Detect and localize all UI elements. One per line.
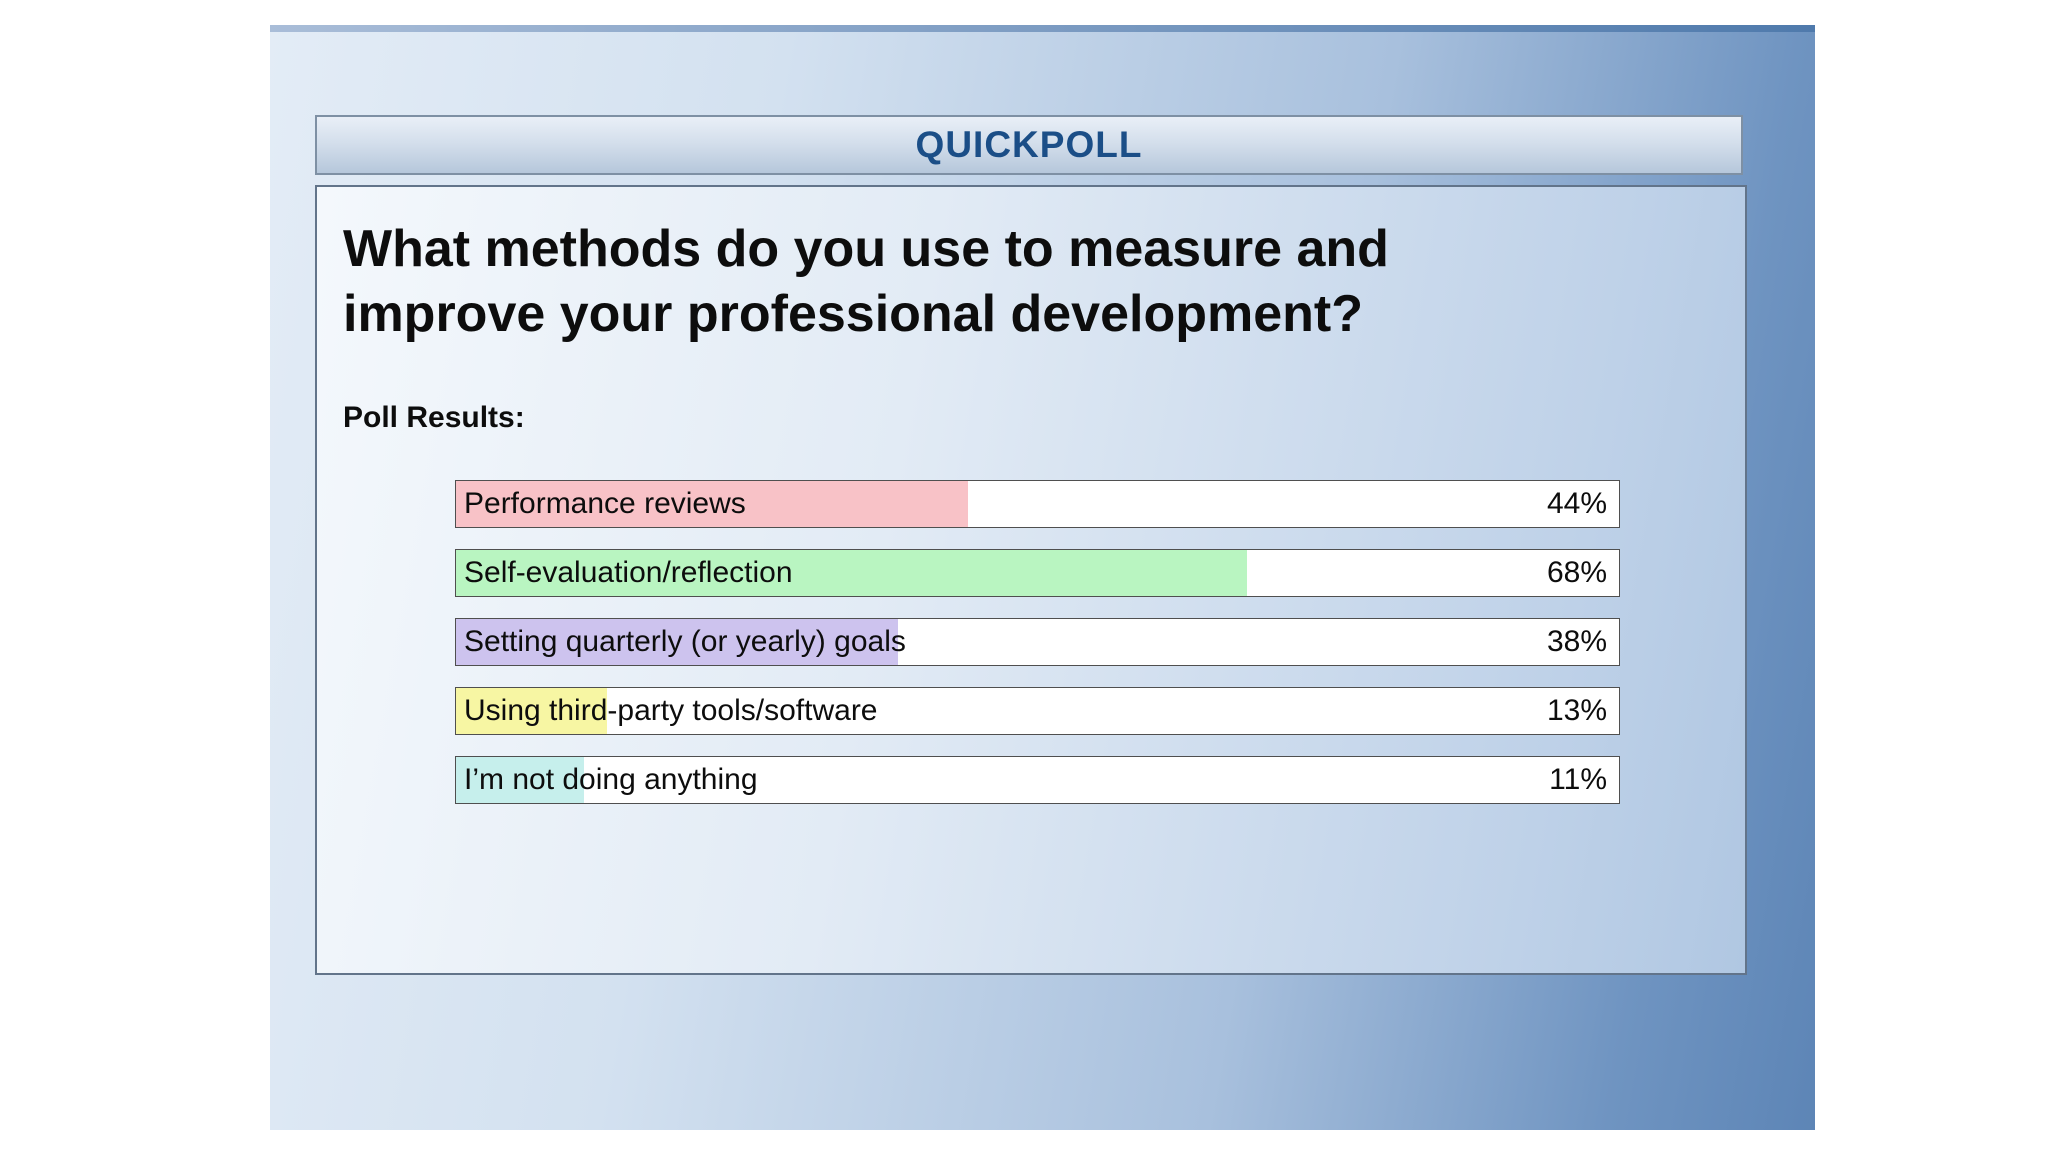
poll-header-title: QUICKPOLL bbox=[915, 124, 1143, 165]
poll-option-label: Setting quarterly (or yearly) goals bbox=[464, 625, 906, 658]
poll-bar-fill bbox=[456, 757, 584, 803]
poll-row: Self-evaluation/reflection 68% bbox=[455, 549, 1620, 597]
poll-bar-fill bbox=[456, 550, 1247, 596]
poll-bar-fill bbox=[456, 688, 608, 734]
poll-row: Using third-party tools/software 13% bbox=[455, 687, 1620, 735]
poll-row: Setting quarterly (or yearly) goals 38% bbox=[455, 618, 1620, 666]
poll-option-label: Self-evaluation/reflection bbox=[464, 556, 793, 589]
poll-option-label: Using third-party tools/software bbox=[464, 694, 878, 727]
poll-option-percent: 68% bbox=[1546, 556, 1607, 589]
poll-rows: Performance reviews 44% Self-evaluation/re… bbox=[455, 480, 1620, 804]
poll-row: I’m not doing anything 11% bbox=[455, 756, 1620, 804]
poll-option-label: I’m not doing anything bbox=[464, 763, 758, 796]
poll-results-label: Poll Results: bbox=[343, 401, 525, 434]
poll-option-percent: 38% bbox=[1546, 625, 1607, 658]
poll-bar-fill bbox=[456, 481, 968, 527]
poll-option-label: Performance reviews bbox=[464, 487, 746, 520]
poll-bar-fill bbox=[456, 619, 898, 665]
poll-question: What methods do you use to measure and i… bbox=[343, 220, 1389, 343]
poll-header: QUICKPOLL bbox=[315, 115, 1743, 175]
poll-option-percent: 13% bbox=[1546, 694, 1607, 727]
poll-row: Performance reviews 44% bbox=[455, 480, 1620, 528]
poll-option-percent: 44% bbox=[1546, 487, 1607, 520]
panel-top-edge bbox=[270, 25, 1815, 32]
poll-panel: QUICKPOLL What methods do you use to mea… bbox=[270, 25, 1815, 1130]
poll-content: What methods do you use to measure and i… bbox=[315, 185, 1747, 975]
poll-option-percent: 11% bbox=[1549, 763, 1607, 796]
